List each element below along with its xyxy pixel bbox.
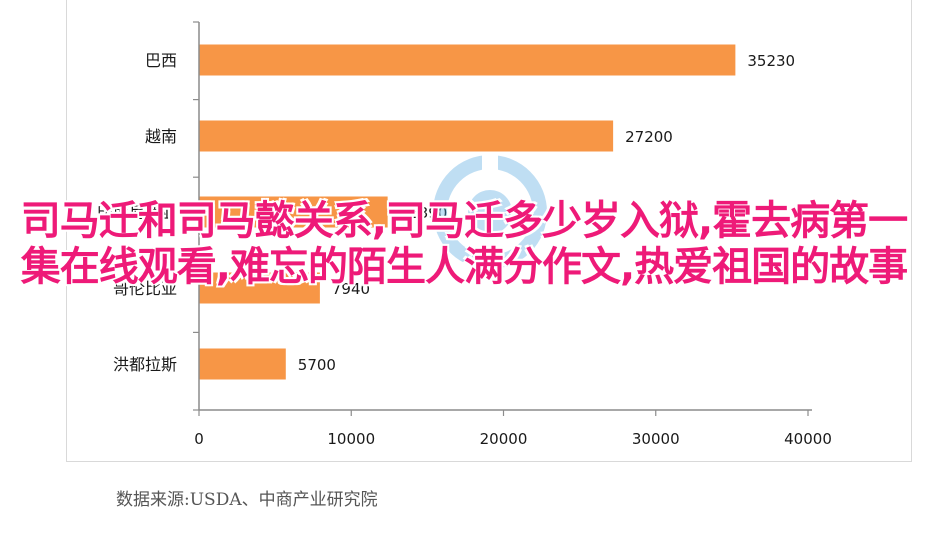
x-tick-label: 30000 xyxy=(632,430,680,448)
bar xyxy=(199,120,614,152)
category-label: 印度尼西亚 xyxy=(97,203,177,222)
bar xyxy=(199,44,736,76)
circular-logo-icon xyxy=(433,152,547,272)
bar xyxy=(199,348,286,380)
category-label: 哥伦比亚 xyxy=(113,279,177,298)
category-label: 洪都拉斯 xyxy=(113,355,177,374)
x-tick-label: 0 xyxy=(194,430,204,448)
bar xyxy=(199,196,388,228)
category-label: 巴西 xyxy=(145,51,177,70)
x-tick-label: 20000 xyxy=(480,430,528,448)
data-label: 5700 xyxy=(298,356,336,374)
category-label: 越南 xyxy=(145,127,177,146)
source-note: 数据来源:USDA、中商产业研究院 xyxy=(116,490,378,510)
data-label: 7940 xyxy=(332,280,370,298)
x-tick-label: 10000 xyxy=(327,430,375,448)
x-tick-label: 40000 xyxy=(784,430,832,448)
data-label: 27200 xyxy=(625,128,673,146)
data-label: 35230 xyxy=(747,52,795,70)
overlay-title: 司马迁和司马懿关系,司马迁多少岁入狱,霍去病第一集在线观看,难忘的陌生人满分作文… xyxy=(20,198,908,290)
chart-frame xyxy=(66,0,912,462)
bar xyxy=(199,272,320,304)
data-label: 12390 xyxy=(400,204,448,222)
